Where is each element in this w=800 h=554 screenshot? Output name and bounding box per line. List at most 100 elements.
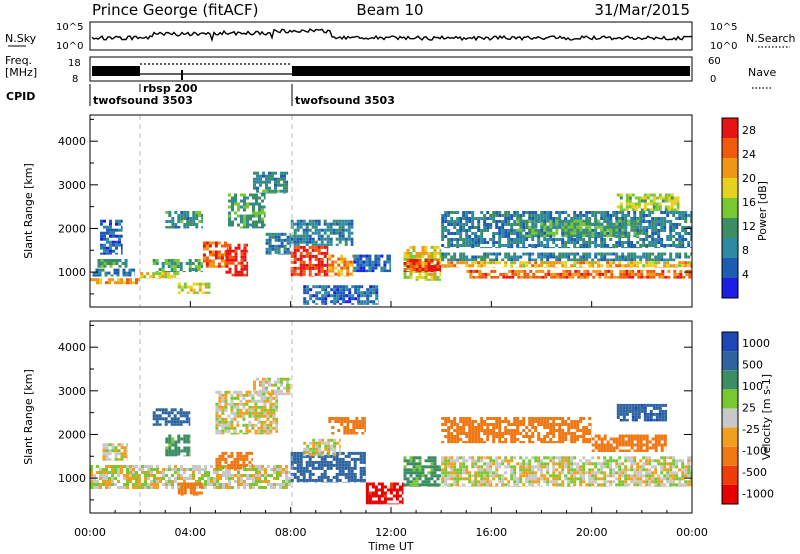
data-cell: [570, 241, 574, 244]
data-cell: [450, 241, 454, 244]
power-colorbar-tick: 28: [742, 124, 756, 137]
data-cell: [507, 258, 511, 262]
data-cell: [462, 471, 466, 475]
data-cell: [603, 234, 607, 238]
data-cell: [433, 248, 437, 252]
data-cell: [495, 459, 499, 463]
data-cell: [252, 226, 255, 229]
data-cell: [673, 196, 677, 200]
data-cell: [684, 217, 688, 220]
data-cell: [576, 471, 580, 475]
data-cell: [280, 253, 284, 255]
data-cell: [630, 459, 634, 463]
data-cell: [340, 260, 344, 264]
data-cell: [270, 486, 273, 489]
data-cell: [531, 468, 535, 472]
data-cell: [237, 243, 241, 247]
data-cell: [424, 483, 428, 487]
data-cell: [248, 423, 252, 427]
data-cell: [669, 471, 673, 475]
data-cell: [439, 272, 442, 276]
data-cell: [233, 426, 237, 430]
data-cell: [168, 446, 172, 450]
data-cell: [383, 497, 387, 501]
data-cell: [669, 456, 673, 460]
data-cell: [115, 222, 118, 226]
data-cell: [167, 278, 171, 279]
data-cell: [657, 235, 661, 238]
data-cell: [293, 254, 297, 258]
data-cell: [441, 217, 445, 220]
data-cell: [483, 261, 487, 265]
data-cell: [218, 429, 222, 433]
data-cell: [201, 482, 203, 486]
data-cell: [409, 471, 413, 475]
data-cell: [666, 261, 670, 265]
data-cell: [321, 453, 325, 457]
data-cell: [195, 480, 198, 483]
data-cell: [549, 222, 553, 226]
data-cell: [642, 456, 646, 460]
freq-label: Freq.: [5, 54, 32, 67]
data-cell: [383, 263, 387, 267]
data-cell: [552, 483, 556, 487]
data-cell: [386, 488, 390, 492]
data-cell: [523, 272, 527, 276]
data-band: [290, 245, 329, 277]
data-cell: [681, 238, 685, 241]
data-cell: [104, 274, 108, 277]
data-cell: [263, 396, 267, 400]
data-cell: [453, 226, 457, 229]
data-cell: [483, 255, 487, 259]
data-cell: [221, 420, 225, 424]
data-cell: [433, 465, 437, 469]
data-cell: [356, 263, 360, 267]
data-cell: [371, 503, 375, 505]
data-cell: [324, 441, 328, 445]
data-cell: [660, 468, 664, 472]
data-cell: [177, 291, 181, 294]
data-cell: [117, 458, 121, 461]
data-cell: [198, 480, 201, 483]
data-cell: [249, 217, 252, 221]
data-cell: [242, 402, 246, 406]
data-cell: [495, 247, 499, 249]
data-cell: [112, 249, 115, 253]
data-cell: [507, 462, 511, 466]
data-cell: [474, 255, 478, 259]
data-cell: [226, 247, 228, 251]
data-cell: [564, 234, 568, 238]
data-cell: [377, 257, 381, 261]
data-cell: [311, 245, 315, 249]
data-cell: [555, 474, 559, 478]
data-cell: [690, 267, 692, 268]
data-cell: [201, 226, 203, 229]
data-cell: [669, 211, 673, 214]
data-cell: [202, 247, 206, 251]
data-cell: [326, 243, 330, 246]
data-cell: [105, 477, 108, 480]
data-cell: [302, 269, 306, 273]
data-cell: [486, 252, 490, 256]
data-cell: [331, 263, 335, 267]
data-cell: [472, 275, 476, 279]
data-cell: [531, 225, 535, 229]
data-cell: [231, 486, 234, 489]
data-cell: [459, 217, 463, 220]
data-cell: [234, 246, 238, 250]
data-cell: [480, 468, 484, 472]
data-cell: [274, 392, 277, 396]
data-cell: [340, 417, 344, 420]
data-cell: [433, 265, 437, 268]
data-cell: [645, 459, 649, 463]
data-cell: [327, 453, 331, 457]
data-cell: [621, 228, 625, 232]
data-cell: [612, 228, 616, 232]
data-cell: [283, 238, 287, 242]
data-cell: [567, 267, 571, 268]
data-cell: [268, 235, 272, 239]
data-cell: [138, 480, 141, 483]
data-cell: [380, 482, 384, 486]
data-cell: [684, 220, 688, 223]
data-cell: [669, 468, 673, 472]
